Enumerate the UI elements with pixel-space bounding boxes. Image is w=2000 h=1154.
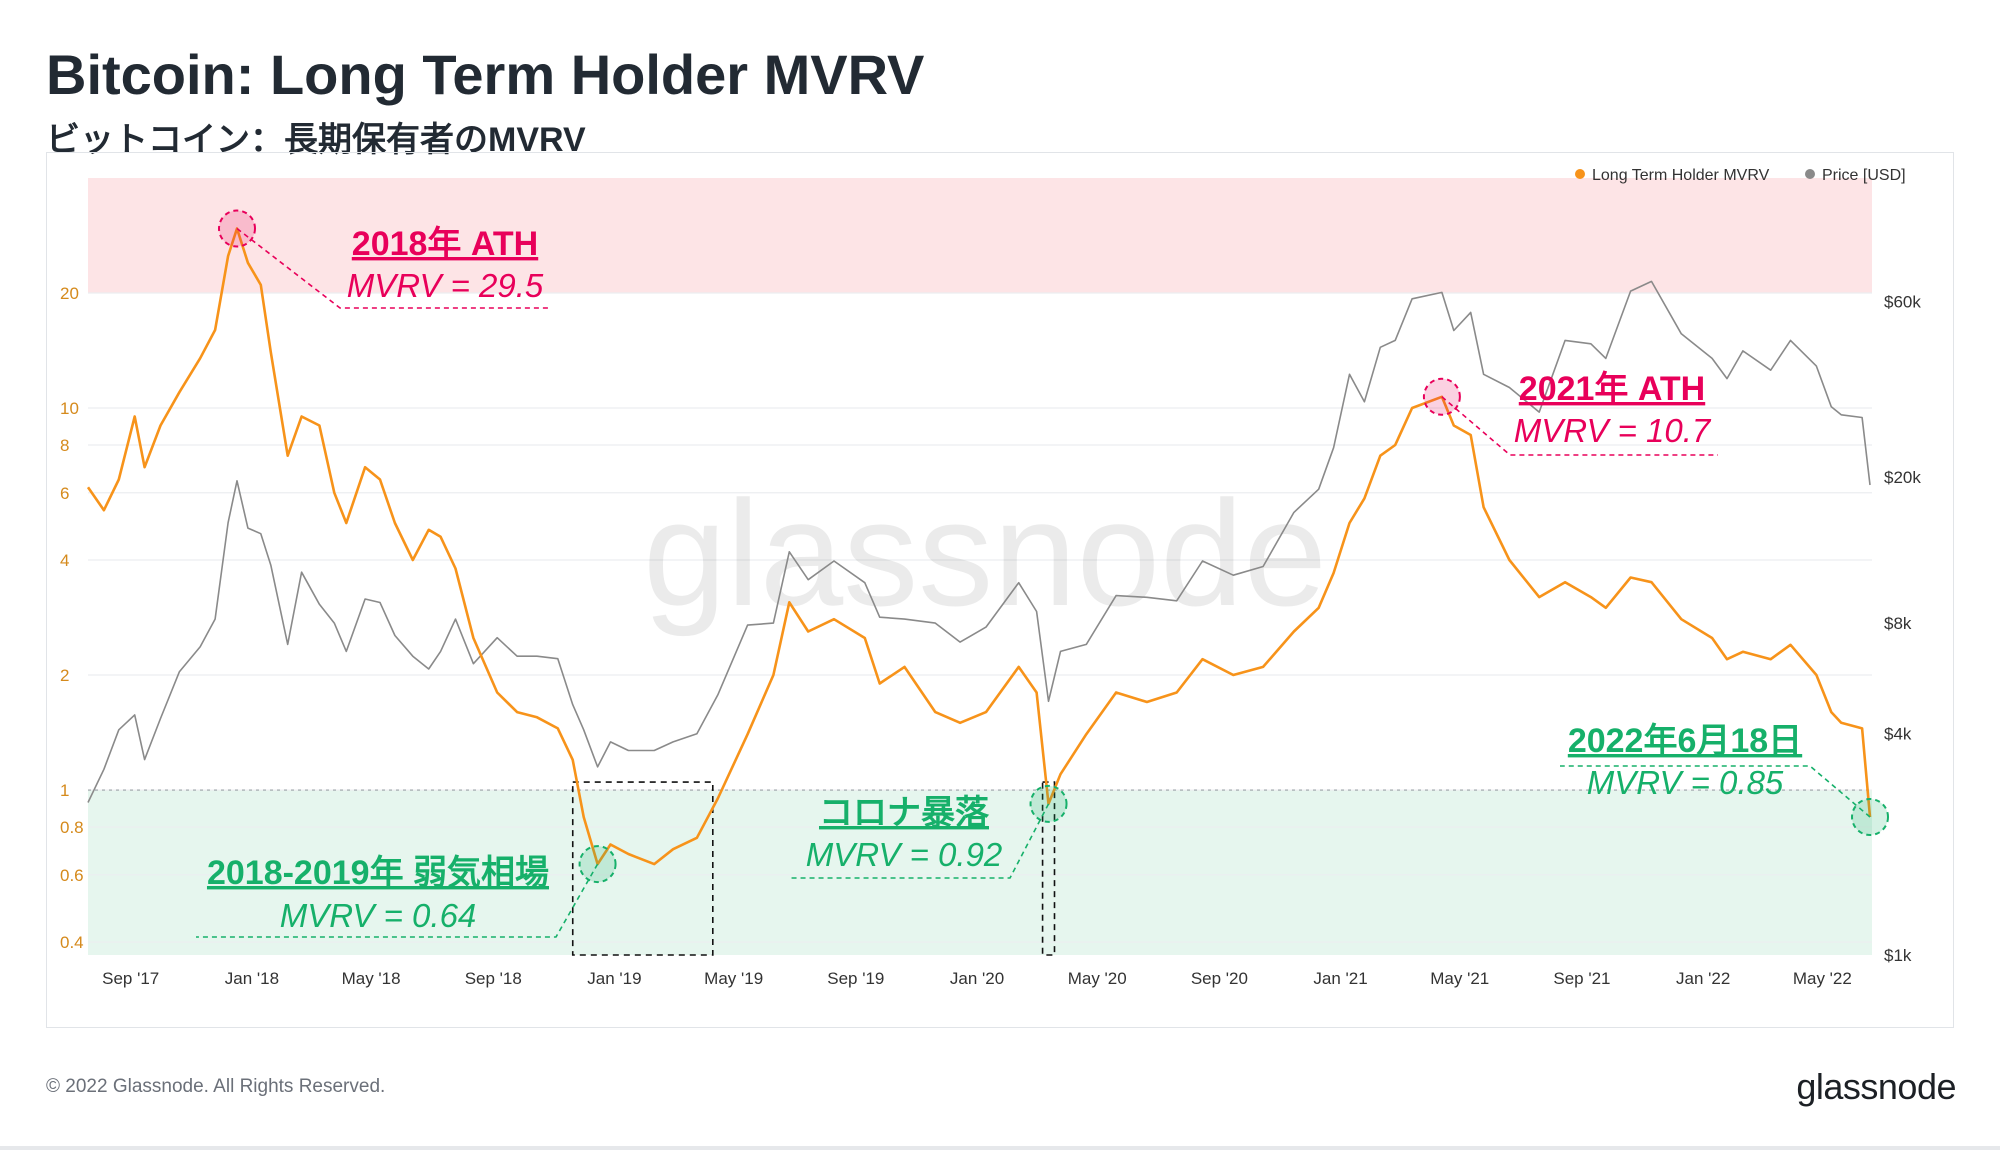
annotation-subtitle: MVRV = 0.92 — [806, 836, 1003, 873]
x-tick-label: Sep '19 — [827, 969, 884, 988]
bottom-divider — [0, 1146, 2000, 1150]
annotation-0: 2018年 ATH MVRV = 29.5 — [217, 209, 548, 309]
left-tick-label: 0.6 — [60, 866, 84, 885]
left-tick-label: 10 — [60, 399, 79, 418]
legend: Long Term Holder MVRV Price [USD] — [1575, 167, 1906, 184]
period-box — [571, 781, 714, 956]
x-tick-label: Sep '18 — [465, 969, 522, 988]
x-tick-label: May '18 — [342, 969, 401, 988]
annotation-title: 2022年6月18日 — [1568, 722, 1802, 760]
left-tick-label: 8 — [60, 436, 69, 455]
x-tick-label: Sep '17 — [102, 969, 159, 988]
left-tick-label: 2 — [60, 666, 69, 685]
period-boxes — [571, 781, 1056, 956]
right-tick-label: $1k — [1884, 946, 1912, 965]
annotation-subtitle: MVRV = 29.5 — [347, 267, 544, 304]
watermark: glassnode — [643, 469, 1327, 637]
annotations: 2018年 ATH MVRV = 29.5 2021年 ATH MVRV = 10.7… — [196, 209, 1890, 938]
left-tick-label: 0.8 — [60, 818, 84, 837]
legend-dot — [1575, 169, 1585, 179]
right-tick-label: $20k — [1884, 468, 1921, 487]
annotation-subtitle: MVRV = 10.7 — [1514, 412, 1712, 449]
x-tick-label: Jan '18 — [225, 969, 279, 988]
right-tick-label: $4k — [1884, 725, 1912, 744]
gridlines — [88, 292, 1872, 943]
legend-dot — [1805, 169, 1815, 179]
x-tick-label: May '20 — [1068, 969, 1127, 988]
annotation-title: 2021年 ATH — [1519, 370, 1705, 408]
annotation-title: 2018-2019年 弱気相場 — [207, 854, 549, 892]
legend-label: Long Term Holder MVRV — [1592, 167, 1770, 184]
legend-label: Price [USD] — [1822, 167, 1906, 184]
left-tick-label: 20 — [60, 284, 79, 303]
annotation-3: コロナ暴落 MVRV = 0.92 — [790, 784, 1068, 879]
mvrv-line — [86, 227, 1872, 866]
x-axis-ticks: Sep '17 Jan '18 May '18 Sep '18 Jan '19 May '… — [102, 969, 1852, 988]
annotation-title: 2018年 ATH — [352, 225, 538, 263]
chart-title: Bitcoin: Long Term Holder MVRV — [46, 43, 925, 106]
left-tick-label: 1 — [60, 781, 69, 800]
right-tick-label: $60k — [1884, 292, 1921, 311]
chart-frame — [46, 152, 1954, 1028]
x-tick-label: Sep '20 — [1191, 969, 1248, 988]
right-axis-ticks: $1k $4k $8k $20k $60k — [1884, 292, 1921, 965]
x-tick-label: Jan '22 — [1676, 969, 1730, 988]
annotation-4: 2022年6月18日 MVRV = 0.85 — [1560, 722, 1890, 837]
annotation-leader — [1560, 765, 1871, 818]
x-tick-label: Sep '21 — [1553, 969, 1610, 988]
x-tick-label: May '21 — [1430, 969, 1489, 988]
annotation-1: 2021年 ATH MVRV = 10.7 — [1422, 370, 1718, 456]
left-tick-label: 4 — [60, 551, 69, 570]
annotation-leader — [1441, 396, 1718, 456]
overheated-zone — [88, 178, 1872, 294]
right-tick-label: $8k — [1884, 614, 1912, 633]
annotation-title: コロナ暴落 — [819, 794, 990, 832]
annotation-2: 2018-2019年 弱気相場 MVRV = 0.64 — [196, 845, 617, 938]
copyright-text: © 2022 Glassnode. All Rights Reserved. — [46, 1076, 386, 1097]
annotation-leader — [790, 803, 1050, 879]
x-tick-label: Jan '20 — [950, 969, 1004, 988]
annotation-subtitle: MVRV = 0.64 — [280, 897, 477, 934]
left-axis-ticks: 0.4 0.6 0.8 1 2 4 6 8 10 20 — [60, 284, 84, 952]
glassnode-logo: glassnode — [1796, 1066, 1956, 1107]
x-tick-label: Jan '19 — [587, 969, 641, 988]
x-tick-label: May '22 — [1793, 969, 1852, 988]
undervalued-zone — [88, 790, 1872, 955]
x-tick-label: Jan '21 — [1313, 969, 1367, 988]
left-tick-label: 0.4 — [60, 933, 84, 952]
left-tick-label: 6 — [60, 484, 69, 503]
annotation-leader — [196, 863, 599, 938]
price-line — [87, 280, 1871, 803]
x-tick-label: May '19 — [704, 969, 763, 988]
annotation-subtitle: MVRV = 0.85 — [1587, 764, 1784, 801]
period-box — [1041, 781, 1056, 956]
annotation-leader — [236, 227, 548, 309]
